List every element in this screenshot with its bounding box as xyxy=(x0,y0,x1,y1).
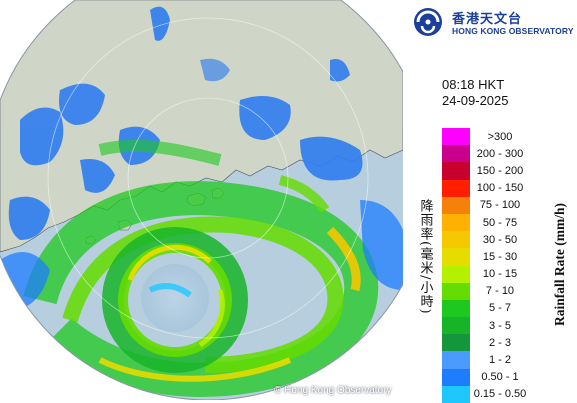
legend-label: 3 - 5 xyxy=(488,319,511,332)
legend-row: 5 - 7 xyxy=(442,299,562,318)
radar-time: 08:18 HKT xyxy=(442,77,505,92)
legend-swatch xyxy=(442,334,470,352)
radar-date: 24-09-2025 xyxy=(442,93,509,108)
legend-label: 200 - 300 xyxy=(476,147,524,160)
legend-row: 200 - 300 xyxy=(442,145,562,163)
legend-row: 1 - 2 xyxy=(442,351,562,369)
legend-swatch xyxy=(442,351,470,369)
legend-swatch xyxy=(442,145,470,163)
legend-swatch xyxy=(442,385,470,403)
legend-label: 50 - 75 xyxy=(482,216,518,229)
rain-echoes-moderate xyxy=(23,139,379,398)
legend-label: 100 - 150 xyxy=(476,182,524,195)
legend-title-zh: 降雨率(毫米/小時) xyxy=(417,199,433,315)
legend-swatch xyxy=(442,162,470,180)
legend-label: 0.50 - 1 xyxy=(481,371,519,384)
legend-label: 150 - 200 xyxy=(476,164,524,177)
legend-row: 15 - 30 xyxy=(442,248,562,266)
legend-label: 7 - 10 xyxy=(485,285,515,298)
logo-name-en: HONG KONG OBSERVATORY xyxy=(452,26,574,36)
legend-swatch xyxy=(442,299,470,318)
legend-row: 100 - 150 xyxy=(442,179,562,197)
legend-label: 30 - 50 xyxy=(482,233,518,246)
legend-label: 5 - 7 xyxy=(488,302,511,315)
legend-swatch xyxy=(442,282,470,300)
radar-disc xyxy=(0,0,403,400)
legend-row: >300 xyxy=(442,128,562,146)
legend-label: 75 - 100 xyxy=(479,199,521,212)
legend-label: 2 - 3 xyxy=(488,336,511,349)
typhoon-eye xyxy=(141,264,209,332)
legend-swatch xyxy=(442,231,470,249)
legend-swatch xyxy=(442,317,470,335)
legend-row: 0.50 - 1 xyxy=(442,368,562,386)
hko-emblem-icon xyxy=(414,8,442,36)
legend-row: 30 - 50 xyxy=(442,231,562,249)
legend-row: 150 - 200 xyxy=(442,162,562,180)
legend-swatch xyxy=(442,179,470,197)
legend-swatch xyxy=(442,248,470,266)
legend-row: 7 - 10 xyxy=(442,282,562,300)
rainfall-legend: >300 200 - 300 150 - 200 100 - 150 75 - 100 5… xyxy=(442,128,562,403)
legend-swatch xyxy=(442,213,470,232)
legend-swatch xyxy=(442,368,470,386)
legend-label: 1 - 2 xyxy=(488,354,511,367)
legend-row: 3 - 5 xyxy=(442,317,562,335)
legend-label: >300 xyxy=(487,130,513,143)
radar-map xyxy=(0,0,403,400)
legend-row: 0.15 - 0.50 xyxy=(442,385,562,403)
typhoon-core xyxy=(102,227,248,373)
legend-label: 10 - 15 xyxy=(482,268,518,281)
legend-swatch xyxy=(442,196,470,214)
legend-row: 2 - 3 xyxy=(442,334,562,352)
legend-swatch xyxy=(442,265,470,283)
logo-name-zh: 香港天文台 xyxy=(452,12,523,27)
legend-row: 10 - 15 xyxy=(442,265,562,283)
legend-row: 50 - 75 xyxy=(442,213,562,232)
legend-label: 15 - 30 xyxy=(482,250,518,263)
copyright-text: © Hong Kong Observatory xyxy=(274,385,392,396)
range-rings xyxy=(47,17,369,339)
hko-logo: 香港天文台 HONG KONG OBSERVATORY xyxy=(412,6,574,38)
legend-row: 75 - 100 xyxy=(442,196,562,214)
legend-swatch xyxy=(442,128,470,146)
legend-label: 0.15 - 0.50 xyxy=(473,388,527,401)
